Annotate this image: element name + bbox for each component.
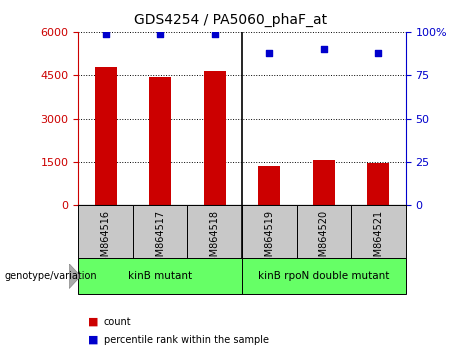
- Bar: [313, 160, 335, 205]
- Text: ■: ■: [88, 335, 98, 345]
- FancyBboxPatch shape: [296, 205, 351, 258]
- Text: GSM864521: GSM864521: [373, 210, 384, 269]
- FancyBboxPatch shape: [242, 205, 296, 258]
- Text: GDS4254 / PA5060_phaF_at: GDS4254 / PA5060_phaF_at: [134, 12, 327, 27]
- Bar: [95, 67, 117, 205]
- Polygon shape: [69, 264, 81, 289]
- Point: [266, 50, 273, 56]
- Text: kinB rpoN double mutant: kinB rpoN double mutant: [258, 271, 390, 281]
- FancyBboxPatch shape: [133, 205, 188, 258]
- Point: [102, 31, 109, 36]
- Point: [320, 46, 327, 52]
- Text: GSM864516: GSM864516: [100, 210, 111, 269]
- Text: GSM864520: GSM864520: [319, 210, 329, 269]
- Text: count: count: [104, 317, 131, 327]
- Text: GSM864518: GSM864518: [210, 210, 220, 269]
- FancyBboxPatch shape: [351, 205, 406, 258]
- Text: genotype/variation: genotype/variation: [5, 271, 97, 281]
- Bar: [258, 166, 280, 205]
- FancyBboxPatch shape: [242, 258, 406, 294]
- Bar: [367, 164, 389, 205]
- FancyBboxPatch shape: [78, 258, 242, 294]
- Text: GSM864517: GSM864517: [155, 210, 165, 269]
- FancyBboxPatch shape: [188, 205, 242, 258]
- Point: [211, 31, 219, 36]
- Point: [375, 50, 382, 56]
- Text: percentile rank within the sample: percentile rank within the sample: [104, 335, 269, 345]
- Text: kinB mutant: kinB mutant: [128, 271, 192, 281]
- Point: [157, 31, 164, 36]
- Bar: [204, 71, 226, 205]
- Text: ■: ■: [88, 317, 98, 327]
- Text: GSM864519: GSM864519: [264, 210, 274, 269]
- FancyBboxPatch shape: [78, 205, 133, 258]
- Bar: [149, 77, 171, 205]
